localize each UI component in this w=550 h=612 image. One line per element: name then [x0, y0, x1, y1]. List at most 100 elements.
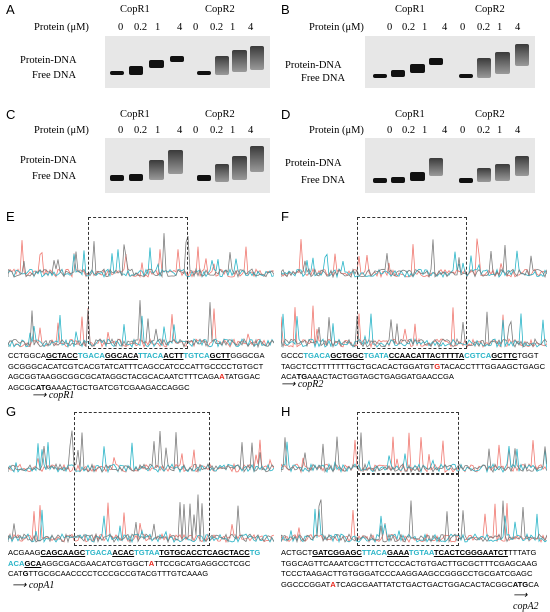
chromatogram-traces	[281, 238, 547, 349]
group-label-copr2: CopR2	[205, 109, 235, 120]
gene-name: copA2	[513, 601, 539, 612]
conc: 0	[387, 22, 393, 33]
conc: 1	[422, 125, 428, 136]
emsa-panel-c: C CopR1 CopR2 Protein (μM) 0 0.2 1 4 0 0…	[0, 105, 275, 205]
conc: 1	[155, 22, 161, 33]
trace-line	[8, 314, 274, 349]
conc: 0	[193, 125, 199, 136]
gene-arrow-label: ⟶ copA2	[513, 590, 539, 612]
conc: 4	[515, 125, 521, 136]
conc: 0.2	[134, 22, 148, 33]
gene-arrow-label: ⟶ copR1	[32, 390, 75, 401]
conc: 1	[497, 125, 503, 136]
promoter-sequence: ACTGCTGATCGGAGCTTACAGAAATGTAATCACTCGGGAA…	[281, 548, 539, 589]
conc: 0	[387, 125, 393, 136]
panel-letter: B	[281, 2, 290, 17]
band-label-complex: Protein-DNA	[285, 60, 342, 71]
gene-arrow-label: ⟶ copA1	[12, 580, 55, 591]
band-label-free: Free DNA	[301, 73, 346, 84]
footprint-panel-h: H ACTGCTGATCGGAGCTTACAGAAATGTAATCACTCGGG…	[275, 400, 550, 612]
footprint-panel-g: G ACGAAGCAGCAAGCTGACAACACTGTAATGTGCACCTC…	[0, 400, 275, 604]
conc: 1	[422, 22, 428, 33]
conc: 4	[177, 22, 183, 33]
footprint-panel-e: E CCTGGCAGCTACCTGACAGGCACATTACAACTTTGTCA…	[0, 205, 275, 401]
trace-line	[281, 432, 547, 474]
conc: 4	[248, 22, 254, 33]
trace-line	[281, 239, 547, 279]
group-label-copr1: CopR1	[120, 109, 150, 120]
conc: 0	[118, 22, 124, 33]
protected-region-box	[88, 217, 188, 349]
conc: 0	[118, 125, 124, 136]
group-label-copr1: CopR1	[120, 4, 150, 15]
conc: 4	[515, 22, 521, 33]
conc: 1	[155, 125, 161, 136]
protected-region-box-bottom	[357, 474, 459, 546]
gel-image	[105, 36, 270, 88]
conc: 4	[442, 22, 448, 33]
band-label-complex: Protein-DNA	[285, 158, 342, 169]
conc: 0.2	[477, 125, 491, 136]
conc: 1	[230, 125, 236, 136]
gene-arrow-label: ⟶ copR2	[281, 379, 324, 390]
protein-label: Protein (μM)	[309, 125, 364, 136]
conc: 0.2	[477, 22, 491, 33]
conc: 0.2	[210, 125, 224, 136]
trace-line	[8, 430, 274, 474]
panel-letter: H	[281, 404, 291, 419]
panel-letter: F	[281, 209, 289, 224]
conc: 1	[497, 22, 503, 33]
band-label-free: Free DNA	[301, 175, 346, 186]
trace-line	[281, 311, 547, 349]
gene-name: copA1	[28, 580, 55, 591]
group-label-copr1: CopR1	[395, 109, 425, 120]
band-label-free: Free DNA	[32, 171, 77, 182]
group-label-copr2: CopR2	[205, 4, 235, 15]
chromatogram-traces	[8, 430, 274, 544]
protein-label: Protein (μM)	[34, 125, 89, 136]
protected-region-box	[74, 412, 210, 546]
conc: 0.2	[402, 22, 416, 33]
panel-letter: E	[6, 209, 15, 224]
trace-line	[8, 240, 274, 278]
chromatogram-traces	[8, 233, 274, 349]
gel-image	[365, 138, 535, 193]
conc: 0.2	[402, 125, 416, 136]
trace-line	[281, 499, 547, 544]
emsa-panel-a: A CopR1 CopR2 Protein (μM) 0 0.2 1 4 0 0…	[0, 0, 275, 105]
panel-letter: D	[281, 107, 291, 122]
promoter-sequence: GCCCTGACAGCTGGCTGATACCAACATTACTTTTACGTCA…	[281, 351, 546, 381]
emsa-panel-d: D CopR1 CopR2 Protein (μM) 0 0.2 1 4 0 0…	[275, 105, 550, 205]
gene-name: copR2	[297, 379, 324, 390]
panel-letter: A	[6, 2, 15, 17]
conc: 0.2	[210, 22, 224, 33]
band-label-complex: Protein-DNA	[20, 55, 77, 66]
band-label-complex: Protein-DNA	[20, 155, 77, 166]
trace-line	[8, 494, 274, 544]
conc: 0	[193, 22, 199, 33]
conc: 1	[230, 22, 236, 33]
group-label-copr2: CopR2	[475, 4, 505, 15]
conc: 0	[460, 22, 466, 33]
gel-image	[105, 138, 270, 193]
conc: 0	[460, 125, 466, 136]
promoter-sequence: ACGAAGCAGCAAGCTGACAACACTGTAATGTGCACCTCAG…	[8, 548, 261, 578]
trace-line	[8, 308, 274, 348]
conc: 4	[177, 125, 183, 136]
panel-letter: C	[6, 107, 16, 122]
gel-image	[365, 36, 535, 88]
trace-line	[281, 432, 547, 474]
protected-region-box	[357, 217, 467, 349]
group-label-copr1: CopR1	[395, 4, 425, 15]
chromatogram-traces	[281, 432, 547, 544]
trace-line	[8, 300, 274, 349]
conc: 4	[248, 125, 254, 136]
trace-line	[8, 442, 274, 474]
protein-label: Protein (μM)	[34, 22, 89, 33]
panel-letter: G	[6, 404, 17, 419]
trace-line	[8, 233, 274, 279]
gene-name: copR1	[48, 390, 75, 401]
emsa-panel-b: B CopR1 CopR2 Protein (μM) 0 0.2 1 4 0 0…	[275, 0, 550, 105]
band-label-free: Free DNA	[32, 70, 77, 81]
conc: 4	[442, 125, 448, 136]
